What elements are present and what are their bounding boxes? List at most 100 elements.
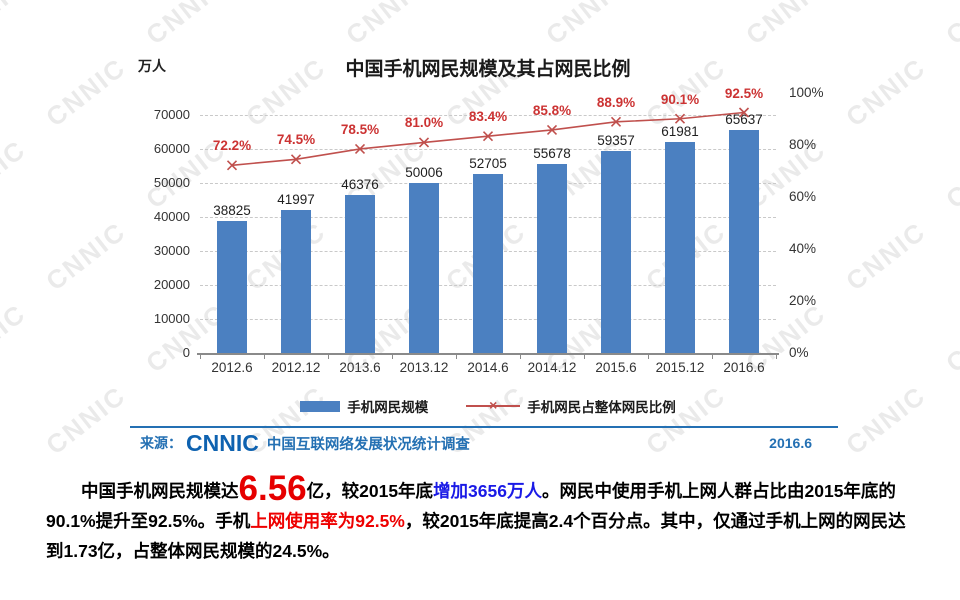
gridline — [200, 251, 776, 252]
source-prefix-label: 来源： — [140, 435, 182, 451]
left-axis-tick-label: 60000 — [153, 141, 190, 156]
bar-value-label: 65637 — [725, 111, 763, 127]
x-marker-icon — [482, 131, 494, 142]
left-axis-tick-label: 30000 — [153, 243, 190, 258]
legend-bar-label: 手机网民规模 — [347, 400, 429, 415]
left-axis-unit-label: 万人 — [138, 58, 166, 74]
line-series-swatch-icon: × — [466, 397, 521, 413]
cnnic-watermark: CNNIC — [240, 215, 332, 297]
left-axis-tick-label: 20000 — [153, 277, 190, 292]
x-axis-tick — [456, 355, 457, 359]
cnnic-watermark: CNNIC — [340, 297, 432, 379]
x-marker-icon — [610, 116, 622, 127]
cnnic-watermark: CNNIC — [0, 297, 32, 379]
x-axis-category-label: 2016.6 — [723, 360, 765, 375]
x-axis-category-label: 2013.6 — [339, 360, 381, 375]
cnnic-watermark: CNNIC — [0, 133, 32, 215]
gridline — [200, 183, 776, 184]
x-axis-tick — [200, 355, 201, 359]
x-marker-icon — [418, 137, 430, 148]
cnnic-watermark: CNNIC — [140, 297, 232, 379]
x-axis-category-label: 2012.6 — [211, 360, 253, 375]
source-survey-label: 中国互联网络发展状况统计调查 — [266, 436, 470, 453]
gridline — [200, 285, 776, 286]
summary-paragraph: 中国手机网民规模达6.56亿，较2015年底增加3656万人。网民中使用手机上网… — [46, 471, 918, 566]
x-marker-icon: × — [489, 397, 498, 413]
right-axis-tick-label: 40% — [789, 241, 817, 256]
bar-value-label: 55678 — [533, 145, 571, 161]
gridline — [200, 319, 776, 320]
summary-seg5: 。网民中使用手机上网人群占比由2015年底的90.1%提升至92.5%。手机 — [46, 480, 896, 531]
x-axis-tick — [328, 355, 329, 359]
line-series — [226, 107, 750, 171]
cnnic-watermark: CNNIC — [40, 379, 132, 460]
x-marker-icon — [290, 154, 302, 165]
left-axis-tick-label: 40000 — [153, 209, 190, 224]
x-marker-icon — [546, 124, 558, 135]
summary-blue-highlight: 增加3656万人 — [433, 480, 542, 501]
x-axis-category-label: 2014.6 — [467, 360, 509, 375]
cnnic-watermark: CNNIC — [840, 379, 932, 460]
line-percent-label: 74.5% — [276, 132, 316, 148]
cnnic-watermark: CNNIC — [740, 0, 832, 51]
bar-value-label: 38825 — [213, 202, 251, 218]
legend-item-bar-series: 手机网民规模 — [300, 396, 428, 416]
bar-value-label: 41997 — [277, 192, 315, 208]
cnnic-watermark: CNNIC — [40, 51, 132, 133]
x-axis-category-label: 2013.12 — [399, 360, 449, 375]
cnnic-watermark: CNNIC — [540, 133, 632, 215]
bar — [665, 142, 695, 353]
x-axis-tick — [712, 355, 713, 359]
x-axis-tick — [264, 355, 265, 359]
gridline — [200, 115, 776, 116]
bar — [601, 151, 631, 353]
x-marker-icon — [610, 116, 622, 127]
bar — [473, 173, 503, 353]
bar — [537, 163, 567, 353]
line-percent-label: 83.4% — [468, 109, 508, 125]
cnnic-watermark: CNNIC — [340, 0, 432, 51]
left-axis-tick-label: 50000 — [153, 175, 190, 190]
left-axis-tick-label: 0 — [182, 345, 190, 360]
summary-seg3: 亿，较2015年底 — [306, 480, 434, 501]
bar — [217, 220, 247, 353]
cnnic-watermark: CNNIC — [40, 215, 132, 297]
bar — [345, 195, 375, 353]
cnnic-watermark: CNNIC — [940, 297, 960, 379]
cnnic-watermark: CNNIC — [540, 297, 632, 379]
x-axis-tick — [392, 355, 393, 359]
chart-title: 中国手机网民规模及其占网民比例 — [345, 59, 631, 80]
x-marker-icon — [226, 160, 238, 171]
cnnic-watermark: CNNIC — [340, 133, 432, 215]
cnnic-watermark: CNNIC — [940, 133, 960, 215]
legend-line-label: 手机网民占整体网民比例 — [527, 400, 676, 415]
x-axis-category-label: 2015.6 — [595, 360, 637, 375]
summary-seg1: 中国手机网民规模达 — [81, 480, 239, 501]
cnnic-watermark: CNNIC — [940, 0, 960, 51]
cnnic-watermark: CNNIC — [840, 215, 932, 297]
x-marker-icon — [674, 113, 686, 124]
line-percent-label: 85.8% — [532, 102, 572, 118]
line-percent-label: 92.5% — [724, 85, 764, 101]
x-axis-tick — [776, 355, 777, 359]
bar-series-swatch-icon — [300, 400, 341, 412]
x-axis-category-label: 2012.12 — [271, 360, 321, 375]
cnnic-watermark: CNNIC — [640, 215, 732, 297]
x-axis-tick — [648, 355, 649, 359]
bar — [409, 182, 439, 353]
bar-value-label: 52705 — [469, 155, 507, 171]
bar-value-label: 59357 — [597, 133, 635, 149]
x-marker-icon — [354, 143, 366, 154]
line-percent-label: 88.9% — [596, 94, 636, 110]
x-axis-category-label: 2014.12 — [527, 360, 577, 375]
x-marker-icon — [354, 143, 366, 154]
x-marker-icon — [226, 160, 238, 171]
cnnic-watermark: CNNIC — [440, 215, 532, 297]
x-axis-category-label: 2015.12 — [655, 360, 705, 375]
x-marker-icon — [738, 107, 750, 118]
cnnic-watermark: CNNIC — [0, 0, 32, 51]
x-axis-tick — [584, 355, 585, 359]
summary-seg7: ，较2015年底提高2.4个百分点。其中，仅通过手机上网的网民达到1.73亿，占… — [46, 510, 906, 561]
right-axis-tick-label: 20% — [789, 293, 817, 308]
line-percent-label: 78.5% — [340, 121, 380, 137]
